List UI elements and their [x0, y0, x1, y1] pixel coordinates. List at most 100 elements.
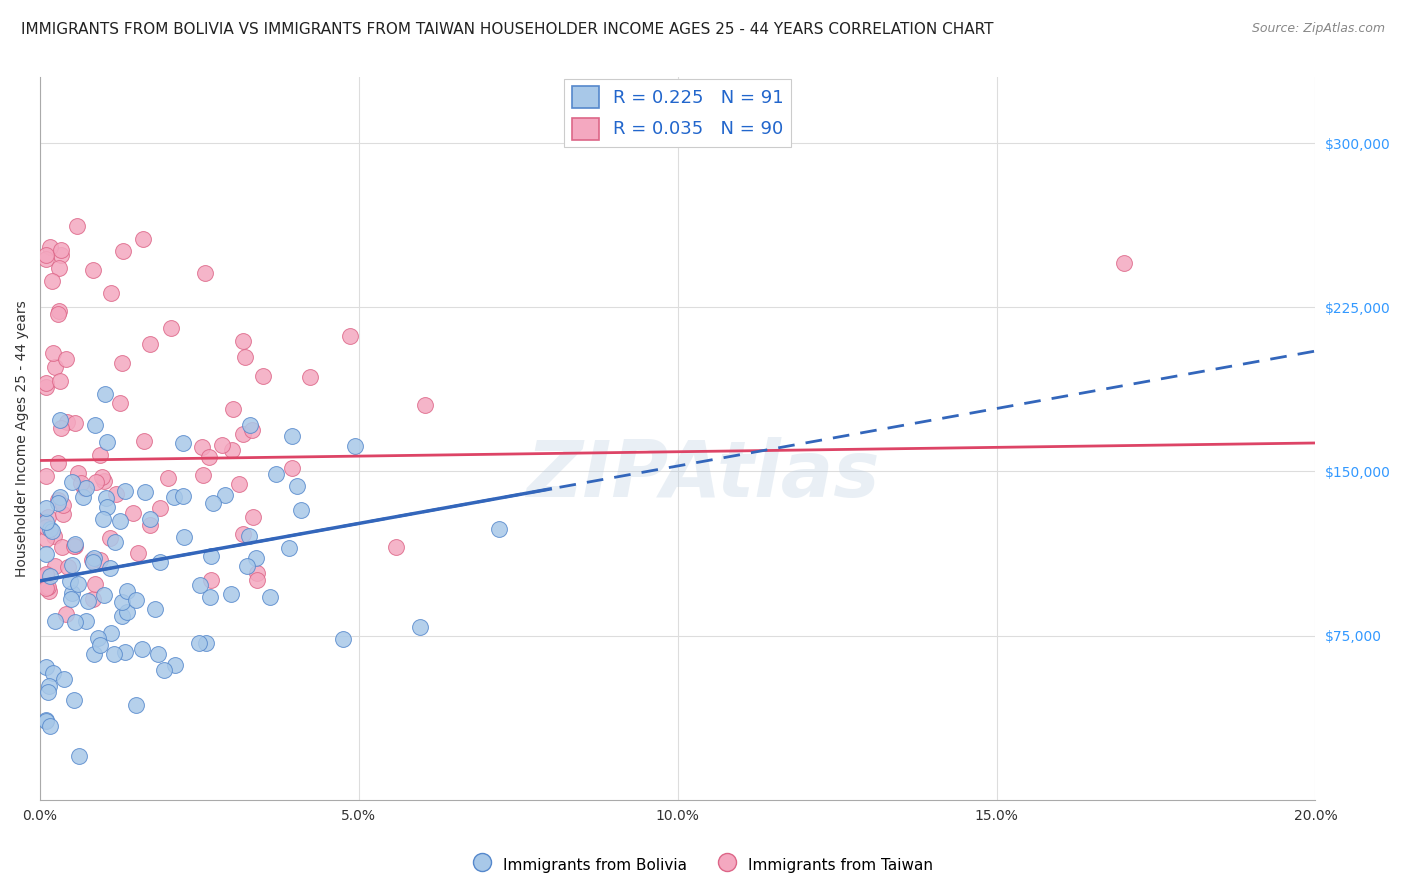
Point — [91, 512, 114, 526]
Point — [332, 632, 354, 646]
Point — [75, 614, 97, 628]
Point — [82, 591, 104, 606]
Point — [63, 539, 86, 553]
Point — [38, 569, 60, 583]
Point — [35, 547, 58, 561]
Point — [55, 352, 77, 367]
Point — [58, 560, 80, 574]
Point — [98, 561, 121, 575]
Point — [111, 609, 134, 624]
Point — [246, 566, 269, 580]
Point — [52, 507, 75, 521]
Point — [35, 567, 58, 582]
Point — [96, 500, 118, 515]
Point — [46, 496, 69, 510]
Point — [60, 475, 83, 489]
Point — [56, 416, 79, 430]
Point — [35, 660, 58, 674]
Point — [198, 450, 221, 464]
Point — [252, 369, 274, 384]
Point — [200, 549, 222, 563]
Point — [90, 470, 112, 484]
Point — [51, 243, 73, 257]
Point — [125, 698, 148, 712]
Point — [35, 379, 58, 393]
Point — [82, 263, 104, 277]
Point — [89, 552, 111, 566]
Point — [232, 334, 254, 348]
Point — [222, 402, 245, 417]
Point — [103, 647, 125, 661]
Point — [48, 490, 70, 504]
Point — [488, 522, 510, 536]
Point — [46, 492, 69, 507]
Point — [66, 219, 89, 233]
Point — [46, 457, 69, 471]
Point — [94, 491, 117, 505]
Point — [246, 573, 269, 587]
Point — [214, 488, 236, 502]
Point — [240, 423, 263, 437]
Point — [195, 635, 218, 649]
Point — [172, 435, 194, 450]
Point — [70, 476, 93, 491]
Point — [49, 374, 72, 388]
Point — [384, 540, 406, 554]
Point — [191, 440, 214, 454]
Text: Source: ZipAtlas.com: Source: ZipAtlas.com — [1251, 22, 1385, 36]
Point — [200, 590, 222, 604]
Point — [80, 553, 103, 567]
Point — [114, 644, 136, 658]
Point — [233, 350, 256, 364]
Point — [1114, 256, 1136, 270]
Point — [134, 485, 156, 500]
Point — [285, 479, 308, 493]
Point — [259, 590, 281, 604]
Point — [65, 539, 87, 553]
Point — [49, 420, 72, 434]
Point — [148, 555, 170, 569]
Point — [149, 500, 172, 515]
Point — [83, 551, 105, 566]
Point — [41, 666, 63, 681]
Point — [41, 274, 63, 288]
Point — [48, 304, 70, 318]
Point — [221, 587, 243, 601]
Point — [84, 475, 107, 490]
Point — [236, 558, 259, 573]
Point — [143, 602, 166, 616]
Point — [96, 435, 118, 450]
Point — [35, 714, 58, 728]
Point — [42, 345, 65, 359]
Text: IMMIGRANTS FROM BOLIVIA VS IMMIGRANTS FROM TAIWAN HOUSEHOLDER INCOME AGES 25 - 4: IMMIGRANTS FROM BOLIVIA VS IMMIGRANTS FR… — [21, 22, 994, 37]
Point — [115, 583, 138, 598]
Point — [211, 437, 233, 451]
Point — [232, 426, 254, 441]
Point — [159, 321, 181, 335]
Point — [343, 439, 366, 453]
Point — [105, 486, 128, 500]
Point — [82, 555, 104, 569]
Point — [38, 584, 60, 599]
Point — [281, 461, 304, 475]
Point — [93, 474, 115, 488]
Point — [35, 714, 58, 728]
Point — [191, 467, 214, 482]
Legend: Immigrants from Bolivia, Immigrants from Taiwan: Immigrants from Bolivia, Immigrants from… — [467, 849, 939, 880]
Point — [172, 489, 194, 503]
Point — [200, 573, 222, 587]
Point — [67, 749, 90, 764]
Point — [242, 510, 264, 524]
Point — [108, 396, 131, 410]
Point — [138, 336, 160, 351]
Point — [89, 448, 111, 462]
Point — [35, 520, 58, 534]
Point — [98, 531, 121, 545]
Point — [132, 232, 155, 246]
Point — [110, 356, 132, 370]
Legend: R = 0.225   N = 91, R = 0.035   N = 90: R = 0.225 N = 91, R = 0.035 N = 90 — [564, 79, 792, 147]
Point — [39, 522, 62, 536]
Point — [35, 376, 58, 390]
Point — [238, 529, 260, 543]
Point — [35, 566, 58, 581]
